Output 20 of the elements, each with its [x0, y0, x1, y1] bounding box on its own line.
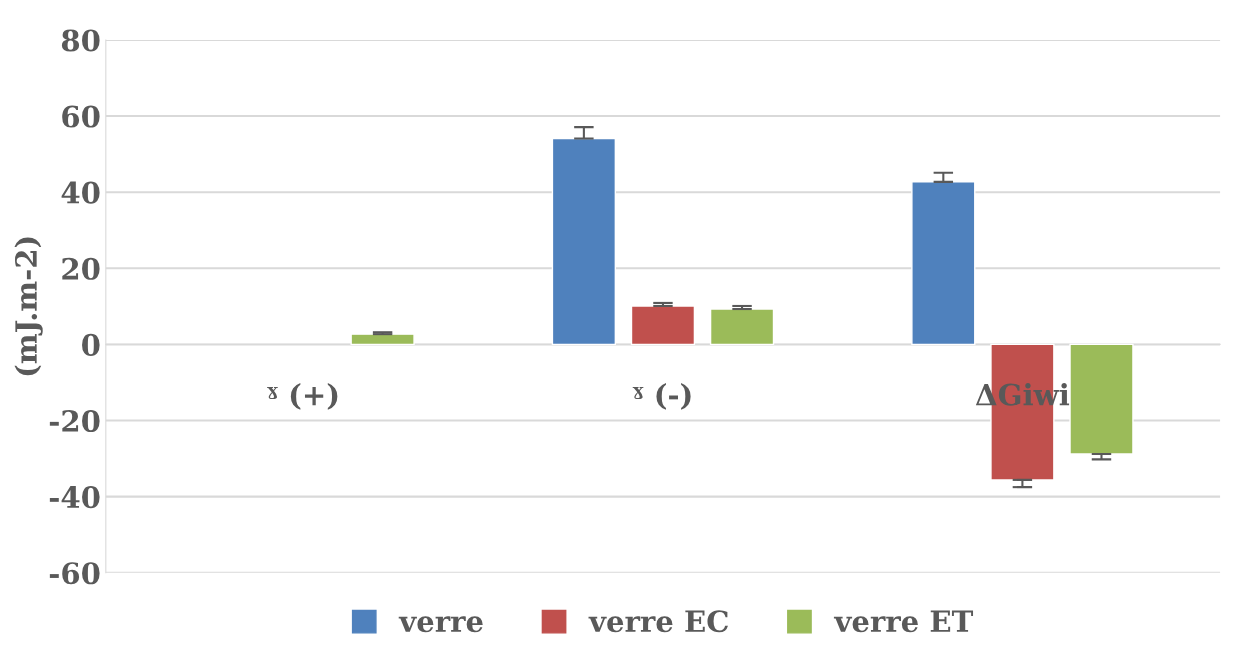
- y-axis-title: (mJ.m-2): [14, 237, 43, 376]
- x-tick-label: ˠ (-): [632, 383, 691, 410]
- y-tick-label: -60: [49, 562, 100, 585]
- bar: [551, 137, 617, 346]
- y-tick-label: 40: [61, 181, 100, 204]
- legend-label: verre: [398, 616, 483, 633]
- bar: [911, 181, 976, 346]
- y-tick-label: 0: [82, 333, 100, 356]
- legend-label: verre ET: [833, 610, 974, 633]
- x-tick-label: ˠ (+): [267, 383, 338, 410]
- y-tick-label: 20: [62, 257, 100, 280]
- y-tick-label: -20: [49, 409, 100, 433]
- y-tick-label: -40: [49, 486, 100, 509]
- y-tick-label: 60: [62, 105, 100, 128]
- bar: [350, 333, 415, 346]
- legend-label: verre EC: [588, 610, 728, 633]
- bar: [709, 308, 775, 346]
- y-tick-label: 80: [61, 29, 100, 52]
- bar: [630, 305, 696, 346]
- bar: [1069, 343, 1134, 455]
